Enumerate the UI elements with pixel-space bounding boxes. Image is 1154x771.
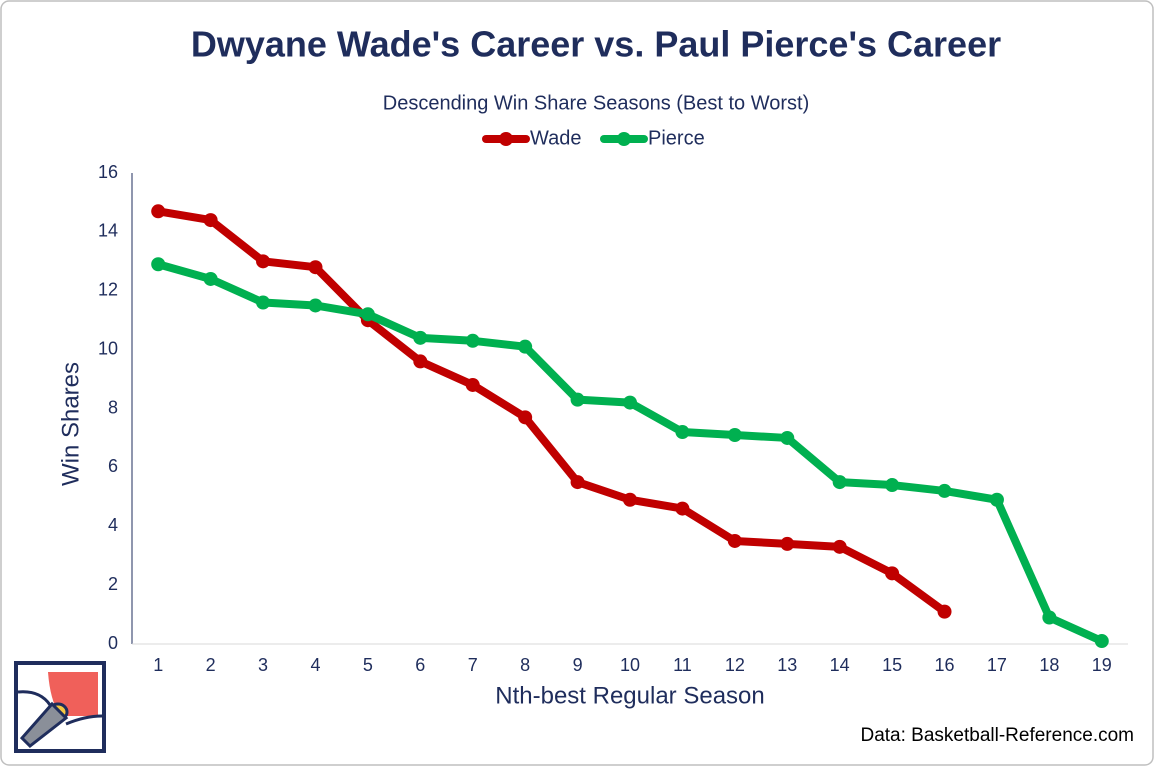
legend-marker bbox=[617, 132, 631, 146]
data-point bbox=[623, 492, 637, 507]
x-tick-label: 10 bbox=[620, 655, 640, 675]
y-tick-label: 0 bbox=[108, 633, 118, 653]
legend-marker bbox=[499, 132, 513, 146]
x-tick-label: 1 bbox=[153, 655, 163, 675]
data-point bbox=[465, 333, 480, 348]
data-point bbox=[727, 427, 742, 442]
chart-title: Dwyane Wade's Career vs. Paul Pierce's C… bbox=[191, 24, 1001, 65]
data-point bbox=[937, 604, 952, 619]
data-point bbox=[675, 501, 690, 516]
x-tick-label: 15 bbox=[882, 655, 902, 675]
data-point bbox=[360, 307, 375, 322]
data-point bbox=[256, 254, 271, 269]
data-point bbox=[780, 536, 795, 551]
source: Data: Basketball-Reference.com bbox=[860, 725, 1134, 746]
data-point bbox=[727, 533, 742, 548]
x-tick-label: 5 bbox=[363, 655, 373, 675]
x-tick-label: 2 bbox=[206, 655, 216, 675]
y-axis-label: Win Shares bbox=[57, 362, 84, 486]
data-point bbox=[308, 298, 323, 313]
data-point bbox=[518, 339, 533, 354]
data-point bbox=[623, 395, 637, 410]
data-point bbox=[1042, 610, 1057, 625]
data-point bbox=[780, 430, 795, 445]
y-tick-label: 8 bbox=[108, 397, 118, 417]
x-tick-label: 12 bbox=[725, 655, 745, 675]
data-point bbox=[570, 392, 585, 407]
data-point bbox=[203, 213, 218, 228]
x-tick-label: 7 bbox=[468, 655, 478, 675]
data-point bbox=[885, 566, 900, 581]
y-tick-label: 16 bbox=[98, 162, 118, 182]
series-line bbox=[154, 207, 949, 616]
x-tick-label: 16 bbox=[935, 655, 955, 675]
y-tick-label: 12 bbox=[98, 280, 118, 300]
x-tick-label: 3 bbox=[258, 655, 268, 675]
legend-label: Wade bbox=[530, 127, 582, 149]
data-point bbox=[885, 478, 900, 493]
data-point bbox=[151, 257, 166, 272]
x-axis-label: Nth-best Regular Season bbox=[495, 682, 764, 709]
x-tick-label: 11 bbox=[673, 655, 692, 675]
data-point bbox=[413, 354, 428, 369]
y-tick-label: 10 bbox=[98, 338, 118, 358]
data-point bbox=[675, 425, 690, 440]
y-tick-label: 4 bbox=[108, 515, 118, 535]
y-tick-label: 2 bbox=[108, 574, 118, 594]
data-point bbox=[989, 492, 1004, 507]
y-tick-label: 14 bbox=[98, 221, 118, 241]
data-point bbox=[308, 260, 323, 275]
data-point bbox=[570, 475, 585, 490]
x-tick-label: 14 bbox=[830, 655, 850, 675]
legend-label: Pierce bbox=[648, 127, 705, 149]
data-point bbox=[832, 475, 847, 490]
x-tick-label: 17 bbox=[987, 655, 1007, 675]
data-point bbox=[465, 377, 480, 392]
data-point bbox=[937, 483, 952, 498]
chart-subtitle: Descending Win Share Seasons (Best to Wo… bbox=[383, 92, 809, 114]
x-tick-label: 19 bbox=[1092, 655, 1112, 675]
y-tick-label: 6 bbox=[108, 456, 118, 476]
logo bbox=[14, 661, 106, 753]
data-point bbox=[151, 204, 166, 219]
x-tick-label: 9 bbox=[573, 655, 583, 675]
data-point bbox=[203, 271, 218, 286]
data-point bbox=[413, 330, 428, 345]
data-point bbox=[832, 539, 847, 554]
x-tick-label: 6 bbox=[415, 655, 425, 675]
x-tick-label: 13 bbox=[777, 655, 797, 675]
data-point bbox=[256, 295, 271, 310]
x-tick-label: 18 bbox=[1039, 655, 1059, 675]
x-tick-label: 4 bbox=[310, 655, 320, 675]
data-point bbox=[518, 410, 533, 425]
data-point bbox=[1094, 634, 1109, 649]
x-tick-label: 8 bbox=[520, 655, 530, 675]
